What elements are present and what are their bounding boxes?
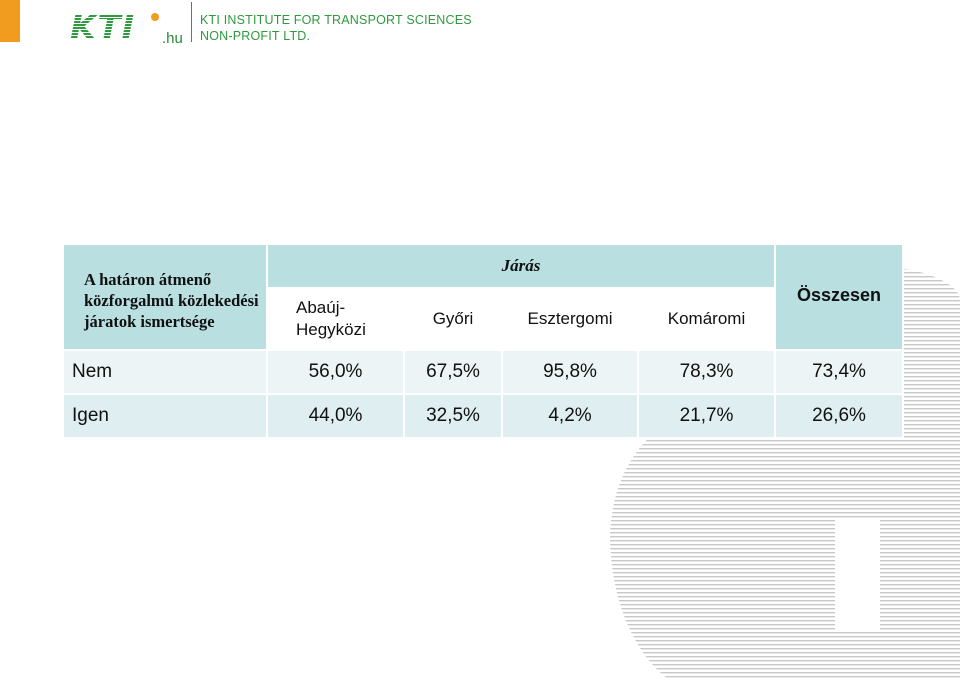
table-corner-label: A határon átmenő közforgalmú közlekedési… <box>62 243 268 351</box>
total-cell: 26,6% <box>774 393 904 439</box>
organization-name: KTI INSTITUTE FOR TRANSPORT SCIENCES NON… <box>200 12 472 44</box>
row-label: Igen <box>62 393 268 439</box>
column-header-gyori: Győri <box>403 287 503 351</box>
column-header-esztergomi: Esztergomi <box>501 287 639 351</box>
table-row-igen: Igen 44,0% 32,5% 4,2% 21,7% 26,6% <box>62 393 904 439</box>
total-column-header: Összesen <box>774 243 904 351</box>
table-cell: 21,7% <box>637 393 776 439</box>
column-header-abauj-hegykozi: Abaúj- Hegyközi <box>266 287 405 351</box>
table-cell: 4,2% <box>501 393 639 439</box>
row-label: Nem <box>62 349 268 395</box>
total-cell: 73,4% <box>774 349 904 395</box>
header-divider <box>191 2 192 42</box>
column-header-komaromi: Komáromi <box>637 287 776 351</box>
table-cell: 56,0% <box>266 349 405 395</box>
awareness-table: A határon átmenő közforgalmú közlekedési… <box>62 243 904 439</box>
org-name-line-1: KTI INSTITUTE FOR TRANSPORT SCIENCES <box>200 13 472 27</box>
table-cell: 67,5% <box>403 349 503 395</box>
table-cell: 44,0% <box>266 393 405 439</box>
orange-accent-tab <box>0 0 20 42</box>
table-cell: 32,5% <box>403 393 503 439</box>
org-name-line-2: NON-PROFIT LTD. <box>200 29 311 43</box>
group-header-jaras: Járás <box>266 243 776 289</box>
logo-dot-icon <box>151 13 159 21</box>
kti-logo: KTI .hu <box>70 8 183 48</box>
table-row-nem: Nem 56,0% 67,5% 95,8% 78,3% 73,4% <box>62 349 904 395</box>
table-cell: 78,3% <box>637 349 776 395</box>
table-cell: 95,8% <box>501 349 639 395</box>
